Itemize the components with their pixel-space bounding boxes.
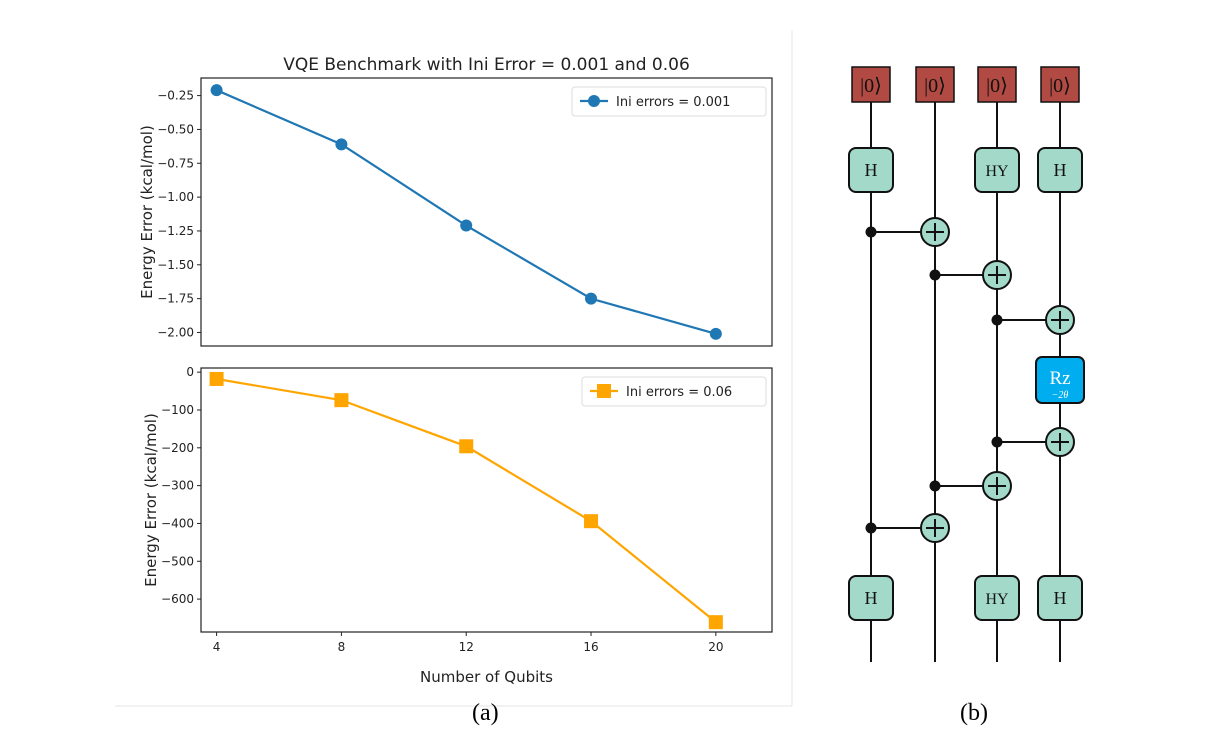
x-tick-label: 16 (583, 640, 598, 654)
gate-label: H (865, 160, 878, 180)
y-tick-label: −300 (161, 479, 194, 493)
init-state-label: |0⟩ (986, 75, 1008, 97)
x-tick-label: 8 (338, 640, 346, 654)
rz-gate-label: Rz (1049, 368, 1070, 389)
x-tick-label: 4 (213, 640, 221, 654)
gate-label: H (1054, 160, 1067, 180)
y-tick-label: 0 (186, 365, 194, 379)
caption-a: (a) (472, 700, 499, 726)
data-point (459, 439, 474, 454)
legend-box (581, 376, 767, 407)
gate-box (848, 147, 894, 193)
y-axis-label: Energy Error (kcal/mol) (138, 125, 156, 299)
init-state-box (977, 66, 1017, 103)
y-tick-label: −0.25 (157, 89, 194, 103)
plot-frame (200, 367, 773, 633)
cnot-control-dot (865, 522, 877, 534)
gate-box (974, 575, 1020, 621)
gate-label: H (1054, 588, 1067, 608)
cnot-control-dot (991, 314, 1003, 326)
series-line (216, 89, 717, 335)
y-tick-label: −500 (161, 554, 194, 568)
y-tick-label: −1.50 (157, 258, 194, 272)
data-point (709, 327, 722, 340)
gate-box (1037, 147, 1083, 193)
gate-box (848, 575, 894, 621)
x-tick-label: 12 (459, 640, 474, 654)
legend-label: Ini errors = 0.06 (626, 385, 732, 400)
cnot-control-dot (865, 226, 877, 238)
data-point (335, 138, 348, 151)
rz-gate-param: −2θ (1052, 390, 1069, 401)
data-point (209, 371, 224, 386)
legend-marker (597, 384, 611, 398)
caption-b: (b) (960, 700, 988, 726)
y-tick-label: −1.00 (157, 190, 194, 204)
data-point (584, 514, 599, 529)
y-tick-label: −0.50 (157, 122, 194, 136)
series-line (216, 377, 717, 624)
plot-frame (200, 77, 773, 347)
data-point (708, 615, 723, 630)
data-point (585, 292, 598, 305)
init-state-box (915, 66, 955, 103)
y-axis-label: Energy Error (kcal/mol) (142, 413, 160, 587)
chart-title: VQE Benchmark with Ini Error = 0.001 and… (283, 55, 690, 75)
legend-label: Ini errors = 0.001 (616, 95, 730, 110)
y-tick-label: −400 (161, 516, 194, 530)
legend-box (571, 86, 767, 117)
y-tick-label: −2.00 (157, 325, 194, 339)
init-state-label: |0⟩ (860, 75, 882, 97)
y-tick-label: −0.75 (157, 156, 194, 170)
init-state-label: |0⟩ (924, 75, 946, 97)
data-point (334, 393, 349, 408)
legend-marker (588, 95, 600, 107)
rz-gate-box (1035, 356, 1085, 404)
data-point (460, 219, 473, 232)
y-tick-label: −100 (161, 403, 194, 417)
cnot-control-dot (929, 480, 941, 492)
init-state-box (1040, 66, 1080, 103)
y-tick-label: −200 (161, 441, 194, 455)
gate-label: HY (985, 163, 1009, 180)
gate-label: HY (985, 591, 1009, 608)
x-tick-label: 20 (708, 640, 723, 654)
y-tick-label: −1.25 (157, 224, 194, 238)
gate-box (1037, 575, 1083, 621)
init-state-box (851, 66, 891, 103)
y-tick-label: −600 (161, 592, 194, 606)
gate-label: H (865, 588, 878, 608)
x-axis-label: Number of Qubits (420, 668, 553, 686)
y-tick-label: −1.75 (157, 292, 194, 306)
gate-box (974, 147, 1020, 193)
cnot-control-dot (929, 269, 941, 281)
cnot-control-dot (991, 436, 1003, 448)
data-point (210, 84, 223, 97)
init-state-label: |0⟩ (1049, 75, 1071, 97)
